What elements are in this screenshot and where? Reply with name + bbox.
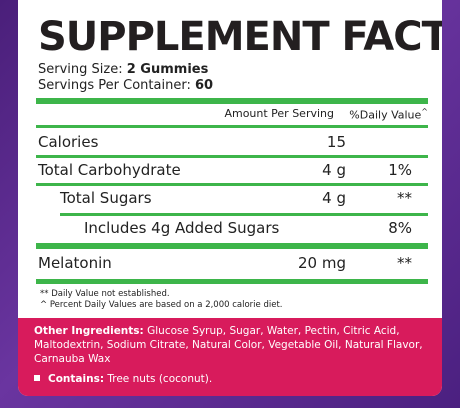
column-header: %Daily Value^ bbox=[349, 107, 428, 122]
servings-value: 60 bbox=[194, 78, 214, 93]
servings-label: Servings Per Container: bbox=[38, 78, 191, 93]
ingredients-text: Glucose Syrup, Sugar, Water, Pectin, Cit… bbox=[34, 325, 423, 365]
divider bbox=[36, 98, 428, 104]
amount: 4 g bbox=[322, 161, 346, 179]
servings: Servings Per Container: 60 bbox=[38, 78, 213, 93]
footnote: ** Daily Value not established. bbox=[40, 289, 170, 299]
divider bbox=[60, 213, 428, 216]
daily-value: ** bbox=[397, 254, 412, 272]
amount: 20 mg bbox=[298, 254, 346, 272]
contains: Contains: Tree nuts (coconut). bbox=[34, 373, 212, 385]
nutrient-name: Total Sugars bbox=[60, 189, 152, 207]
column-header-text: %Daily Value bbox=[349, 108, 422, 122]
daily-value: 8% bbox=[388, 219, 412, 237]
amount: 4 g bbox=[322, 189, 346, 207]
footnote: ^ Percent Daily Values are based on a 2,… bbox=[40, 300, 283, 310]
serving-size-value: 2 Gummies bbox=[126, 62, 209, 77]
ingredients: Other Ingredients: Glucose Syrup, Sugar,… bbox=[34, 324, 430, 366]
contains-text: Tree nuts (coconut). bbox=[107, 373, 213, 385]
divider bbox=[36, 279, 428, 284]
daily-value: ** bbox=[397, 189, 412, 207]
serving-size-label: Serving Size: bbox=[38, 62, 123, 77]
serving-size: Serving Size: 2 Gummies bbox=[38, 62, 208, 77]
title: SUPPLEMENT FACTS bbox=[38, 14, 442, 60]
nutrient-name: Total Carbohydrate bbox=[38, 161, 181, 179]
daily-value: 1% bbox=[388, 161, 412, 179]
column-header: Amount Per Serving bbox=[224, 107, 334, 120]
bullet bbox=[34, 375, 40, 381]
ingredients-panel: Other Ingredients: Glucose Syrup, Sugar,… bbox=[18, 318, 442, 396]
label-card: SUPPLEMENT FACTS Serving Size: 2 Gummies… bbox=[18, 0, 442, 396]
ingredients-label: Other Ingredients: bbox=[34, 325, 144, 337]
contains-label: Contains: bbox=[48, 373, 105, 385]
nutrient-name: Melatonin bbox=[38, 254, 112, 272]
divider bbox=[36, 125, 428, 128]
amount: 15 bbox=[326, 133, 346, 151]
nutrient-name: Calories bbox=[38, 133, 99, 151]
divider bbox=[36, 243, 428, 249]
nutrient-name: Includes 4g Added Sugars bbox=[84, 219, 280, 237]
column-header-mark: ^ bbox=[421, 107, 428, 116]
divider bbox=[36, 155, 428, 158]
divider bbox=[36, 183, 428, 186]
